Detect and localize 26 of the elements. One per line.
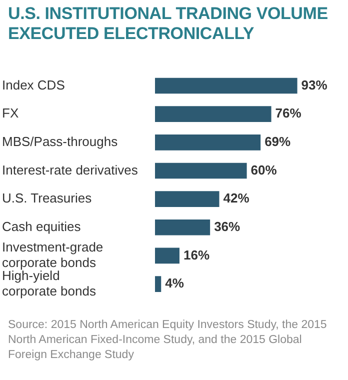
- y-tick-label: FX: [2, 106, 19, 121]
- data-label: 16%: [183, 247, 210, 262]
- bar: [155, 162, 247, 179]
- data-label: 4%: [165, 276, 184, 291]
- bar: [155, 219, 210, 236]
- bar: [155, 248, 180, 264]
- data-label: 93%: [301, 77, 328, 92]
- y-tick-label: Investment-grade corporate bonds: [2, 239, 104, 270]
- bar: [155, 78, 298, 94]
- bar: [155, 191, 220, 207]
- data-label: 42%: [223, 190, 250, 206]
- y-tick-label: Interest-rate derivatives: [2, 162, 138, 178]
- y-tick-label: Index CDS: [2, 77, 66, 92]
- data-label: 36%: [214, 218, 241, 234]
- y-tick-label: MBS/Pass-throughs: [2, 134, 118, 149]
- source-note: Source: 2015 North American Equity Investors Study, the 2015 North American Fixed-Income Study, and the 2015 Global Foreign Exchange Study: [8, 318, 328, 363]
- data-label: 76%: [275, 106, 302, 121]
- bar: [155, 134, 261, 150]
- y-tick-label: Cash equities: [2, 218, 82, 234]
- data-label: 69%: [264, 134, 292, 149]
- y-tick-label: High-yield corporate bonds: [2, 268, 96, 298]
- chart-title: U.S. INSTITUTIONAL TRADING VOLUME EXECUTED ELECTRONICALLY: [8, 4, 329, 44]
- y-tick-label: U.S. Treasuries: [2, 190, 92, 206]
- bar: [155, 106, 272, 122]
- data-label: 60%: [250, 162, 278, 178]
- bar: [155, 276, 162, 292]
